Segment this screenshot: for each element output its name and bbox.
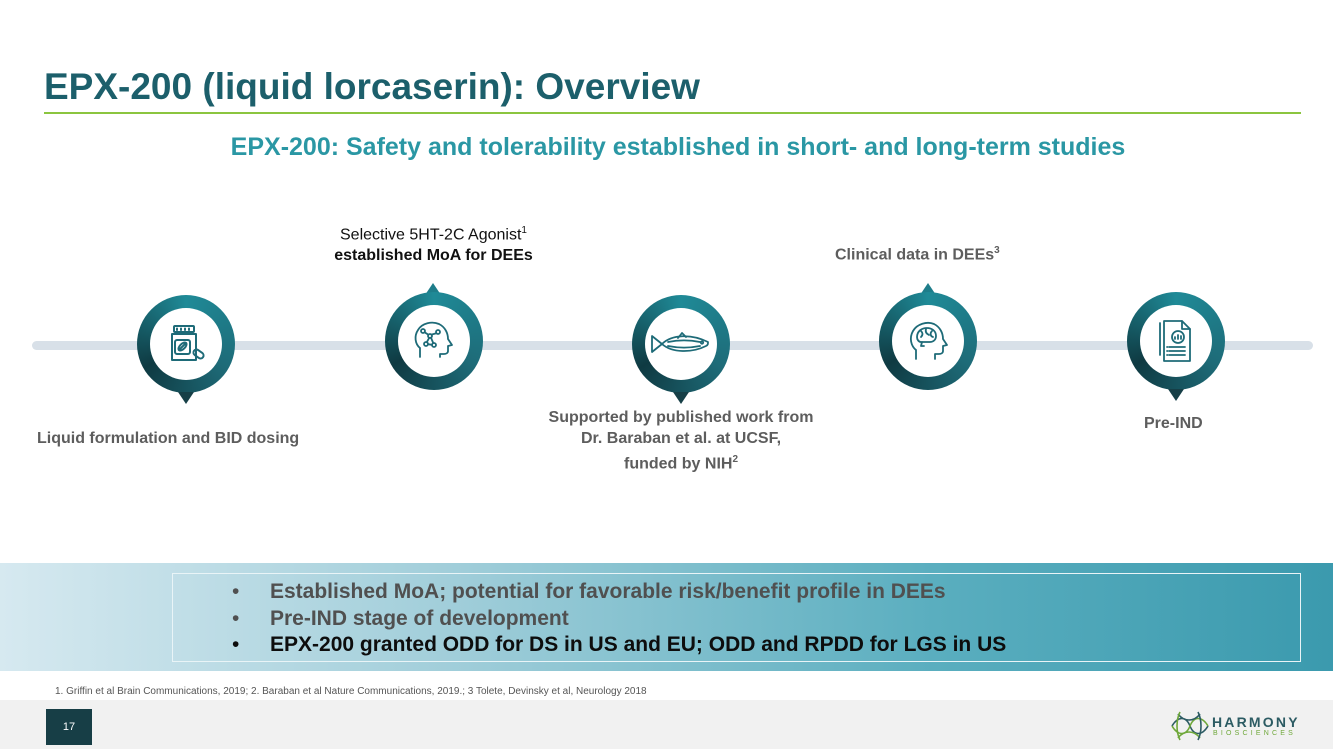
bullet-marker: • (232, 606, 240, 630)
label-text: Pre-IND (1144, 415, 1203, 432)
slide-title: EPX-200 (liquid lorcaserin): Overview (44, 66, 700, 107)
medicine-bottle-icon (171, 325, 205, 361)
summary-band (0, 563, 1333, 671)
slide-subtitle: EPX-200: Safety and tolerability establi… (230, 133, 1126, 161)
bullet-text: Pre-IND stage of development (270, 606, 569, 630)
timeline-node-research (632, 295, 730, 393)
page-number: 17 (46, 709, 92, 745)
zebrafish-icon (651, 332, 709, 353)
company-logo: HARMONY BIOSCIENCES (1168, 708, 1308, 744)
node-pointer (178, 392, 194, 404)
node-label-preind: Pre-IND (1144, 413, 1203, 434)
document-chart-icon (1159, 320, 1191, 362)
footnote-marker: 1 (521, 225, 527, 236)
timeline-node-formulation (137, 295, 235, 393)
bullet-item: • Established MoA; potential for favorab… (232, 579, 1006, 606)
summary-box (172, 573, 1301, 662)
label-text: funded by NIH (624, 455, 733, 473)
label-text-bold: established MoA for DEEs (334, 247, 533, 265)
label-text: Liquid formulation and BID dosing (37, 430, 300, 447)
logo-subtext: BIOSCIENCES (1213, 730, 1297, 737)
label-text: Selective 5HT-2C Agonist (340, 226, 522, 244)
label-text: Clinical data in DEEs (835, 246, 995, 264)
summary-bullets: • Established MoA; potential for favorab… (232, 579, 1006, 659)
head-molecule-icon (414, 321, 453, 358)
node-label-clinical: Clinical data in DEEs3 (835, 240, 1000, 265)
bullet-text: EPX-200 granted ODD for DS in US and EU;… (270, 633, 1007, 656)
timeline-node-clinical (879, 292, 977, 390)
node-pointer (673, 392, 689, 404)
label-text: Dr. Baraban et al. at UCSF, (580, 430, 782, 447)
bullet-marker: • (232, 580, 240, 603)
footer-bar (0, 700, 1333, 749)
head-brain-icon (909, 321, 948, 360)
bullet-text: Established MoA; potential for favorable… (270, 580, 946, 603)
bullet-marker: • (232, 633, 240, 656)
footnote-marker: 3 (994, 245, 1000, 256)
references-footnote: 1. Griffin et al Brain Communications, 2… (55, 686, 647, 697)
node-label-research: Supported by published work from Dr. Bar… (520, 407, 842, 474)
timeline-node-agonist (385, 292, 483, 390)
label-text: Supported by published work from (548, 409, 814, 426)
node-label-agonist: Selective 5HT-2C Agonist1 established Mo… (300, 220, 567, 266)
node-label-formulation: Liquid formulation and BID dosing (37, 428, 299, 449)
bullet-item: • EPX-200 granted ODD for DS in US and E… (232, 632, 1006, 659)
title-divider (44, 112, 1301, 114)
timeline-node-preind (1127, 292, 1225, 390)
harmony-logo-mark-icon (1171, 711, 1209, 741)
node-pointer (1168, 389, 1184, 401)
logo-wordmark: HARMONY (1212, 714, 1300, 730)
footnote-marker: 2 (732, 454, 738, 465)
bullet-item: • Pre-IND stage of development (232, 606, 1006, 633)
